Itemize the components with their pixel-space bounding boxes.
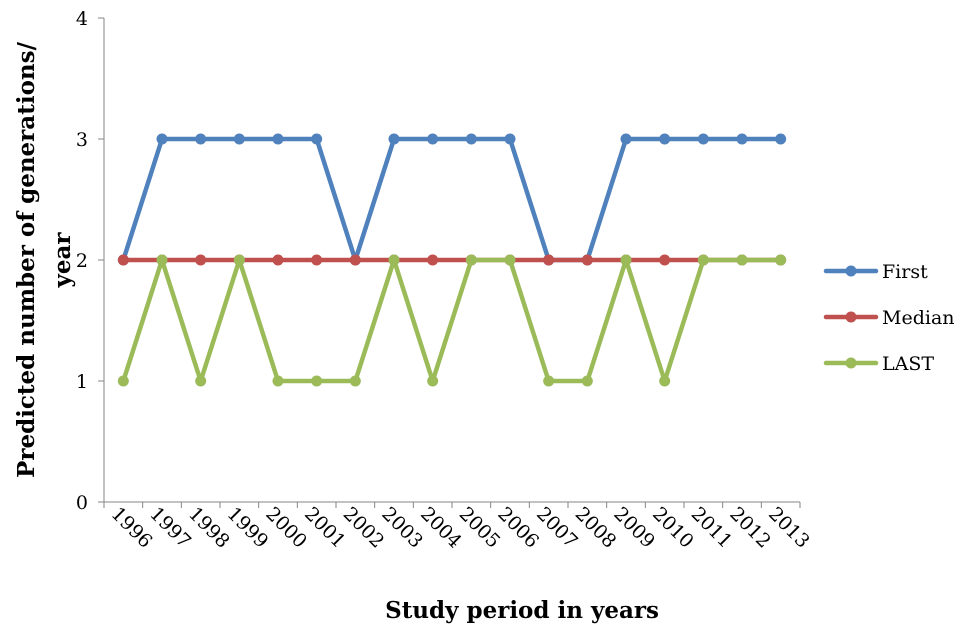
y-tick-label: 1: [76, 371, 88, 393]
data-point: [427, 133, 439, 145]
data-point: [775, 133, 787, 145]
data-point: [272, 254, 284, 266]
data-point: [388, 133, 400, 145]
x-tick-label: 2012: [725, 503, 775, 553]
data-point: [195, 133, 207, 145]
axes: 0123419961997199819992000200120022003200…: [76, 8, 814, 553]
data-point: [659, 254, 671, 266]
series-first: [117, 133, 787, 266]
legend-swatch-marker: [845, 311, 857, 323]
x-tick-label: 2008: [571, 503, 621, 553]
x-tick-label: 1999: [223, 503, 273, 553]
data-point: [311, 375, 323, 387]
x-tick-label: 2003: [377, 503, 427, 553]
data-point: [504, 133, 516, 145]
data-point: [117, 254, 129, 266]
data-point: [233, 133, 245, 145]
x-tick-label: 2009: [609, 503, 659, 553]
data-point: [349, 254, 361, 266]
x-tick-label: 1996: [107, 503, 157, 553]
x-tick-label: 2006: [493, 503, 543, 553]
x-tick-label: 2013: [764, 503, 814, 553]
y-axis-title-continued: year: [49, 232, 76, 289]
legend: First Median LAST: [823, 261, 955, 375]
y-axis-title: Predicted number of generations/: [13, 41, 40, 478]
x-tick-label: 2002: [339, 503, 389, 553]
data-point: [195, 375, 207, 387]
data-point: [272, 133, 284, 145]
series-layer: [117, 133, 787, 387]
data-point: [465, 133, 477, 145]
legend-swatch-marker: [845, 357, 857, 369]
x-tick-label: 2011: [687, 503, 737, 553]
data-point: [427, 254, 439, 266]
legend-swatch-marker: [845, 265, 857, 277]
x-tick-label: 1997: [145, 503, 195, 553]
x-tick-label: 2000: [261, 503, 311, 553]
data-point: [311, 133, 323, 145]
data-point: [659, 375, 671, 387]
data-point: [233, 254, 245, 266]
x-tick-label: 2007: [532, 503, 582, 553]
y-tick-label: 4: [76, 8, 88, 30]
series-median: [117, 254, 787, 266]
data-point: [311, 254, 323, 266]
legend-label: LAST: [882, 353, 934, 375]
x-tick-label: 2001: [300, 503, 350, 553]
data-point: [543, 375, 555, 387]
x-tick-label: 2010: [648, 503, 698, 553]
y-tick-label: 3: [76, 129, 88, 151]
data-point: [465, 254, 477, 266]
data-point: [195, 254, 207, 266]
data-point: [349, 375, 361, 387]
data-point: [156, 254, 168, 266]
data-point: [581, 254, 593, 266]
data-point: [272, 375, 284, 387]
x-tick-label: 2005: [455, 503, 505, 553]
data-point: [659, 133, 671, 145]
data-point: [388, 254, 400, 266]
x-axis-title: Study period in years: [385, 597, 659, 624]
series-last: [117, 254, 787, 387]
data-point: [543, 254, 555, 266]
data-point: [736, 133, 748, 145]
y-tick-label: 0: [76, 492, 88, 514]
data-point: [736, 254, 748, 266]
data-point: [427, 375, 439, 387]
data-point: [156, 133, 168, 145]
x-tick-label: 1998: [184, 503, 234, 553]
data-point: [620, 133, 632, 145]
series-line: [121, 257, 783, 384]
data-point: [697, 133, 709, 145]
data-point: [620, 254, 632, 266]
series-line: [121, 136, 783, 263]
data-point: [581, 375, 593, 387]
data-point: [504, 254, 516, 266]
legend-label: First: [882, 261, 928, 283]
data-point: [697, 254, 709, 266]
legend-label: Median: [882, 307, 955, 329]
y-tick-label: 2: [76, 250, 88, 272]
data-point: [775, 254, 787, 266]
x-tick-label: 2004: [416, 503, 466, 553]
data-point: [117, 375, 129, 387]
